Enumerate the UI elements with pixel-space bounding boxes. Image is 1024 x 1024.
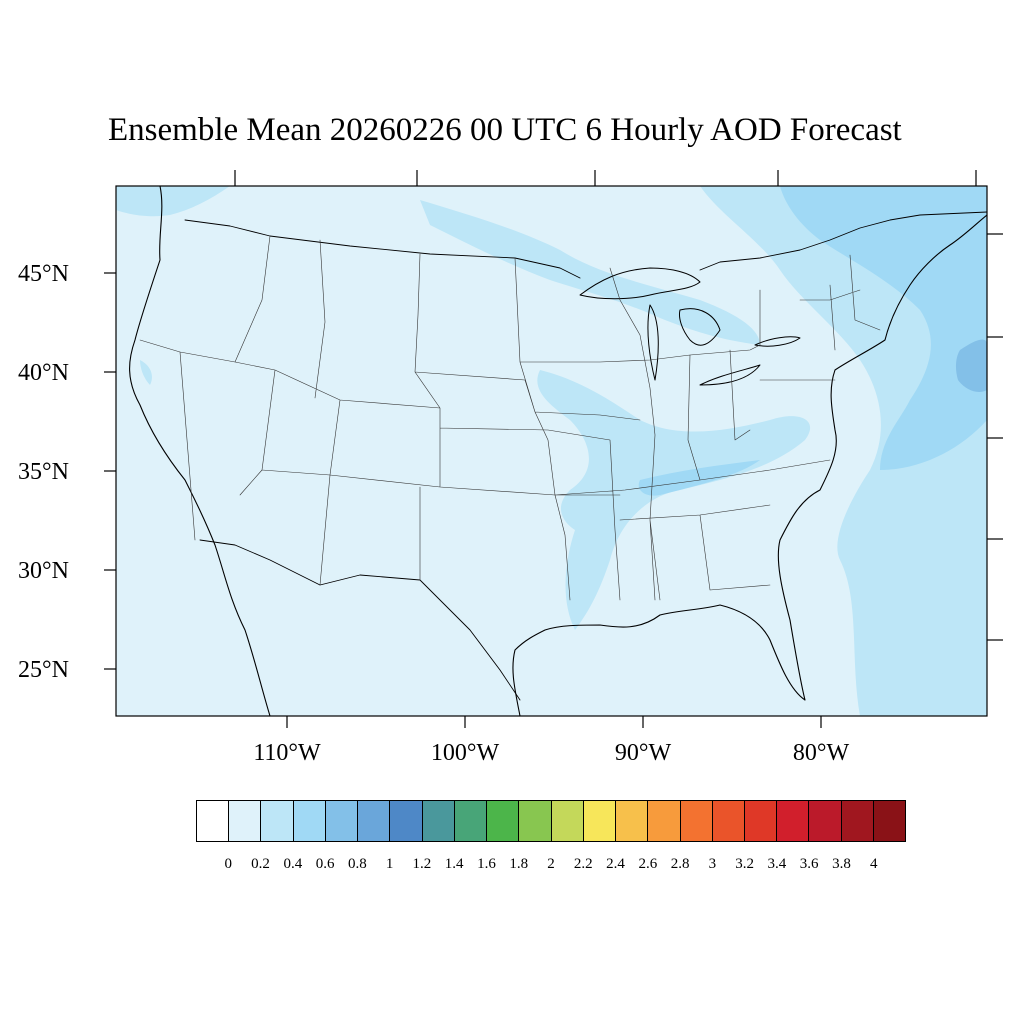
state-boundaries (139, 235, 881, 601)
colorbar-swatch (841, 801, 874, 841)
colorbar-swatch (325, 801, 359, 841)
colorbar-swatch (551, 801, 584, 841)
colorbar-label: 1.2 (412, 856, 432, 872)
colorbar-label: 2.8 (670, 856, 690, 872)
colorbar-swatch (390, 801, 423, 841)
colorbar-label: 3.2 (735, 856, 754, 872)
aod-region-atlantic (700, 186, 987, 716)
colorbar-swatch (583, 801, 617, 841)
colorbar-swatch (229, 801, 262, 841)
colorbar-swatch (744, 801, 778, 841)
colorbar-swatch (873, 801, 906, 841)
aod-region-southwest-blob (140, 360, 152, 385)
great-lakes (579, 267, 801, 386)
colorbar-label: 0.2 (251, 856, 270, 872)
colorbar-label: 3 (708, 856, 717, 872)
aod-region-pacific-nw (116, 186, 230, 217)
lon-label-100w: 100°W (430, 740, 500, 766)
coastline (129, 186, 987, 716)
lat-label-40n: 40°N (18, 360, 69, 386)
colorbar-swatch (358, 801, 391, 841)
colorbar-label: 0.8 (347, 856, 367, 872)
axis-ticks (104, 170, 1003, 728)
colorbar-swatch (616, 801, 649, 841)
colorbar-swatch (454, 801, 488, 841)
colorbar-swatch (777, 801, 810, 841)
colorbar-label: 0 (224, 856, 233, 872)
colorbar-label: 3.6 (799, 856, 819, 872)
lon-label-80w: 80°W (792, 740, 850, 766)
colorbar-swatch (809, 801, 842, 841)
lon-label-90w: 90°W (614, 740, 672, 766)
lon-label-110w: 110°W (253, 740, 321, 766)
map-frame (115, 185, 988, 717)
colorbar-label: 1.4 (444, 856, 464, 872)
colorbar-swatch (680, 801, 713, 841)
aod-region-plume-max (955, 339, 987, 392)
map-title: Ensemble Mean 20260226 00 UTC 6 Hourly A… (108, 112, 902, 148)
colorbar-label: 3.4 (767, 856, 787, 872)
colorbar-label: 1.8 (509, 856, 529, 872)
aod-region-northern-plains (420, 200, 760, 345)
colorbar-swatch (422, 801, 455, 841)
colorbar-label: 1 (385, 856, 394, 872)
colorbar-swatch (293, 801, 326, 841)
colorbar-swatch (487, 801, 520, 841)
colorbar-swatch (712, 801, 745, 841)
aod-region-atlantic-core (780, 186, 987, 470)
colorbar-swatch (261, 801, 294, 841)
colorbar-label: 4 (869, 856, 878, 872)
lat-label-30n: 30°N (18, 558, 69, 584)
aod-region-ohio-valley (537, 370, 811, 630)
aod-field (116, 186, 987, 716)
colorbar-label: 0.4 (283, 856, 303, 872)
colorbar (196, 800, 906, 842)
colorbar-label: 2 (547, 856, 555, 872)
country-border (184, 211, 987, 701)
colorbar-label: 2.2 (573, 856, 593, 872)
colorbar-label: 3.8 (832, 856, 851, 872)
aod-region-southeast-corner (880, 660, 987, 716)
colorbar-swatch (519, 801, 552, 841)
colorbar-swatch (197, 801, 230, 841)
lat-label-25n: 25°N (18, 657, 69, 683)
colorbar-label: 1.6 (477, 856, 496, 872)
colorbar-swatch (648, 801, 681, 841)
lat-label-45n: 45°N (18, 261, 69, 287)
colorbar-label: 2.4 (606, 856, 625, 872)
colorbar-label: 2.6 (638, 856, 658, 872)
colorbar-label: 0.6 (315, 856, 335, 872)
lat-label-35n: 35°N (18, 459, 69, 485)
